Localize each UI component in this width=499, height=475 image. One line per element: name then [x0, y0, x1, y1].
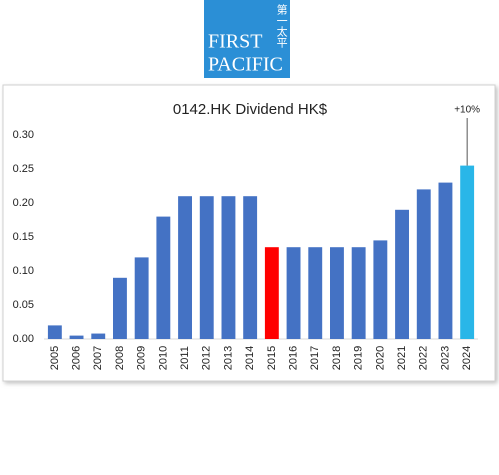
bar — [395, 209, 409, 339]
x-tick-label: 2008 — [114, 346, 126, 370]
x-tick-label: 2009 — [136, 346, 148, 370]
bar — [286, 247, 301, 339]
bar — [69, 335, 84, 339]
bar — [243, 196, 258, 339]
bar — [264, 247, 279, 339]
y-tick-label: 0.10 — [13, 265, 34, 277]
logo-line1: FIRST — [208, 31, 262, 53]
x-tick-label: 2023 — [439, 346, 451, 370]
logo-line2: PACIFIC — [208, 54, 283, 76]
bar — [351, 247, 366, 339]
bar — [416, 189, 431, 339]
y-tick-label: 0.00 — [13, 333, 34, 345]
bar — [113, 277, 127, 339]
x-tick-label: 2007 — [92, 346, 104, 370]
bar — [330, 247, 344, 339]
x-tick-label: 2014 — [244, 346, 256, 370]
x-tick-label: 2012 — [201, 346, 213, 370]
x-tick-label: 2020 — [374, 346, 386, 370]
bar — [199, 196, 214, 339]
x-tick-label: 2018 — [331, 346, 343, 370]
bar — [134, 257, 149, 339]
x-tick-label: 2016 — [287, 346, 299, 370]
x-tick-label: 2006 — [70, 346, 82, 370]
x-tick-label: 2022 — [418, 346, 430, 370]
chart-title: 0142.HK Dividend HK$ — [173, 101, 328, 118]
x-tick-label: 2021 — [396, 346, 408, 370]
y-tick-label: 0.30 — [13, 129, 34, 141]
x-tick-label: 2011 — [179, 346, 191, 370]
y-tick-label: 0.20 — [13, 197, 34, 209]
bar — [156, 216, 171, 339]
y-tick-label: 0.25 — [13, 163, 34, 175]
x-tick-label: 2005 — [49, 346, 61, 370]
bar — [460, 165, 475, 339]
x-tick-label: 2010 — [157, 346, 169, 370]
y-tick-label: 0.05 — [13, 299, 34, 311]
x-tick-label: 2017 — [309, 346, 321, 370]
logo-box — [204, 0, 290, 78]
bar — [308, 247, 323, 339]
annotation: +10% — [454, 105, 480, 116]
bar — [373, 240, 388, 339]
bar — [221, 196, 236, 339]
x-tick-label: 2024 — [461, 346, 473, 370]
y-tick-label: 0.15 — [13, 231, 34, 243]
bar — [47, 325, 62, 339]
bar — [178, 196, 192, 339]
logo-chinese: 第一太平 — [275, 3, 288, 49]
x-tick-label: 2015 — [266, 346, 278, 370]
bar — [438, 182, 453, 339]
x-tick-label: 2013 — [222, 346, 234, 370]
bar — [91, 333, 106, 339]
x-tick-label: 2019 — [353, 346, 365, 370]
